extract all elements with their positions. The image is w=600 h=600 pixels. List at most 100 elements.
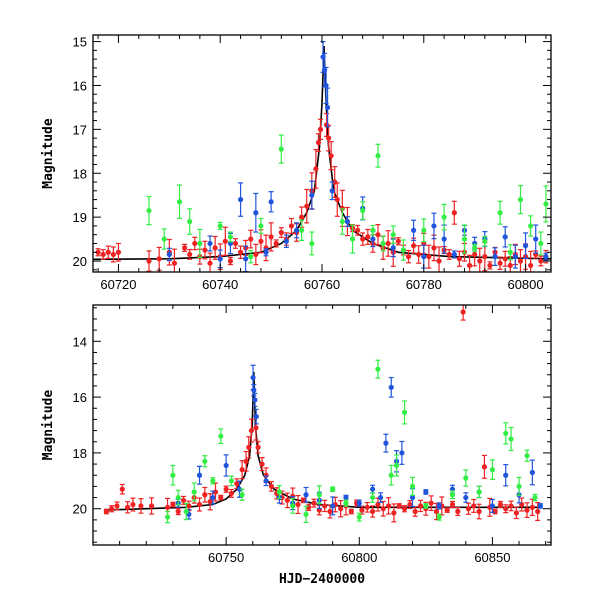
data-point <box>513 506 519 520</box>
data-point <box>327 504 333 519</box>
y-tick-label: 17 <box>73 122 87 137</box>
y-tick-label: 16 <box>73 390 87 405</box>
data-point <box>148 497 155 515</box>
data-point <box>210 477 216 485</box>
data-point <box>284 492 290 509</box>
model-curve <box>106 371 541 511</box>
data-point <box>100 249 106 260</box>
data-point <box>543 185 549 223</box>
data-point <box>476 485 482 499</box>
data-point <box>524 449 530 462</box>
data-point <box>268 191 274 213</box>
data-point <box>299 219 305 241</box>
data-point <box>311 498 317 508</box>
data-point <box>156 246 162 271</box>
panel-top-marks <box>93 40 551 272</box>
data-point <box>407 500 413 510</box>
data-point <box>423 503 429 509</box>
data-point <box>324 87 331 128</box>
y-tick-label: 16 <box>73 78 87 93</box>
x-tick-label: 60740 <box>202 277 238 292</box>
data-point <box>399 440 405 465</box>
data-point <box>268 222 274 252</box>
data-point <box>95 248 101 257</box>
data-point <box>317 118 324 141</box>
data-point <box>115 242 122 262</box>
data-point <box>393 454 400 477</box>
data-point <box>315 133 322 152</box>
x-tick-label: 60750 <box>208 550 244 565</box>
data-point <box>239 488 245 501</box>
data-point <box>449 500 456 509</box>
data-point <box>385 230 391 257</box>
y-tick-label: 19 <box>73 210 87 225</box>
data-point <box>431 234 437 262</box>
data-point <box>364 501 370 513</box>
data-point <box>146 195 152 226</box>
data-point <box>529 459 535 486</box>
data-point <box>360 201 366 220</box>
y-tick-label: 20 <box>73 502 87 517</box>
data-point <box>537 503 543 509</box>
data-point <box>383 433 389 453</box>
data-point <box>405 249 412 264</box>
data-point <box>304 188 310 224</box>
data-point <box>251 383 257 397</box>
data-point <box>171 248 178 272</box>
data-point <box>538 231 544 256</box>
data-point <box>283 234 289 249</box>
data-point <box>343 499 349 507</box>
data-point <box>508 426 514 451</box>
data-point <box>503 464 509 487</box>
data-point <box>243 245 249 272</box>
data-point <box>487 261 493 270</box>
data-point <box>532 493 538 502</box>
data-point <box>125 501 131 514</box>
panel-top-ticks: 60720 60740 60760 60780 60800 15 16 17 18 19 20 <box>73 35 551 292</box>
data-point <box>263 234 269 262</box>
data-point <box>161 228 167 250</box>
data-point <box>258 217 264 234</box>
data-point <box>401 400 408 425</box>
data-point <box>461 224 468 254</box>
data-point <box>348 508 354 515</box>
data-point <box>322 499 328 513</box>
data-point <box>207 252 213 272</box>
data-point <box>517 184 524 215</box>
data-point <box>451 250 457 259</box>
data-point <box>455 507 461 517</box>
data-point <box>502 250 508 267</box>
panel-bottom-xlabel: HJD−2400000 <box>279 572 365 587</box>
data-point <box>451 200 457 225</box>
data-point <box>228 475 235 487</box>
data-point <box>369 505 376 518</box>
data-point <box>538 255 544 267</box>
data-point <box>446 249 452 260</box>
data-point <box>306 503 312 511</box>
data-point <box>218 428 224 445</box>
data-point <box>375 143 381 168</box>
data-point <box>370 224 376 236</box>
data-point <box>295 495 301 515</box>
data-point <box>328 141 334 171</box>
data-point <box>369 484 376 494</box>
data-point <box>309 231 315 256</box>
data-point <box>476 503 482 520</box>
data-point <box>293 222 300 239</box>
data-point <box>248 229 254 249</box>
data-point <box>303 505 309 523</box>
y-tick-label: 18 <box>73 166 87 181</box>
data-point <box>105 245 111 259</box>
data-point <box>212 482 219 502</box>
panel-top: 60720 60740 60760 60780 60800 15 16 17 18 19 20 Ma… <box>41 34 552 292</box>
data-point <box>237 245 244 259</box>
data-point <box>309 180 315 210</box>
data-point <box>466 254 473 272</box>
data-point <box>338 500 344 518</box>
data-point <box>481 454 488 479</box>
data-point <box>492 508 498 515</box>
data-point <box>253 243 259 266</box>
data-point <box>477 247 483 272</box>
data-point <box>130 497 136 512</box>
